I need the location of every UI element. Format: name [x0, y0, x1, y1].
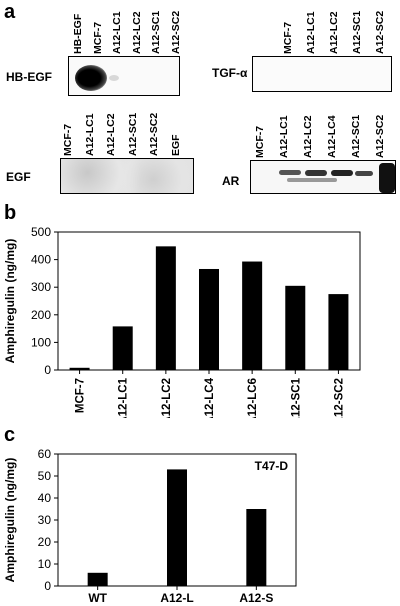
y-tick-label: 300 — [31, 280, 51, 294]
blot-tgfa — [252, 56, 392, 92]
blot-label-hbegf: HB-EGF — [6, 70, 52, 84]
blot-label-tgfa: TGF-α — [212, 66, 248, 80]
lane-label-ar-1: A12-LC1 — [278, 115, 290, 158]
band-hbegf-control — [75, 65, 107, 91]
bar-a12-lc2 — [155, 246, 176, 370]
lane-label-tgfa-4: A12-SC2 — [374, 10, 386, 54]
bar-a12-lc6 — [242, 261, 263, 370]
y-axis-label: Amphiregulin (ng/mg) — [3, 458, 17, 583]
band-ar-lc4 — [331, 170, 353, 176]
lane-label-hbegf-1: MCF-7 — [91, 21, 104, 54]
lane-label-tgfa-0: MCF-7 — [282, 21, 294, 54]
x-tick-label: A12-LC1 — [118, 377, 130, 418]
bar-a12-sc2 — [328, 294, 349, 370]
bar-a12-lc4 — [199, 268, 219, 370]
lane-label-ar-5: A12-SC2 — [374, 114, 386, 158]
lane-label-tgfa-1: A12-LC1 — [305, 11, 317, 54]
x-tick-label: A12-LC4 — [204, 377, 216, 418]
bar-a12-sc1 — [285, 285, 306, 370]
x-tick-label: MCF-7 — [75, 378, 87, 413]
y-tick-label: 50 — [38, 469, 52, 483]
x-tick-label: A12-LC6 — [247, 378, 259, 418]
y-tick-label: 60 — [38, 447, 52, 461]
lane-label-hbegf-2: A12-LC1 — [111, 11, 123, 54]
lane-label-egf-4: A12-SC2 — [148, 112, 160, 156]
lane-label-ar-3: A12-LC4 — [326, 115, 338, 158]
x-tick-label: A12-SC1 — [290, 377, 302, 418]
y-tick-label: 100 — [31, 335, 51, 349]
lane-label-egf-5: EGF — [169, 134, 182, 156]
panel-letter-b: b — [4, 202, 17, 224]
y-tick-label: 0 — [44, 363, 51, 377]
y-tick-label: 400 — [31, 253, 51, 267]
blot-hbegf — [68, 56, 180, 96]
y-tick-label: 30 — [38, 513, 52, 527]
x-tick-label: A12-SC2 — [333, 378, 345, 418]
y-tick-label: 0 — [44, 579, 51, 593]
x-tick-label: A12-L — [160, 591, 193, 605]
bar-mcf-7 — [69, 367, 90, 370]
blot-egf — [60, 158, 194, 194]
lane-label-ar-0: MCF-7 — [254, 125, 266, 158]
lane-label-ar-4: A12-SC1 — [350, 114, 362, 158]
band-ar-lc1 — [279, 170, 301, 175]
y-tick-label: 40 — [38, 491, 52, 505]
band-ar-sc1 — [355, 171, 373, 176]
x-tick-label: A12-LC2 — [161, 378, 173, 418]
band-ar-lower — [287, 178, 337, 182]
lane-label-egf-0: MCF-7 — [62, 123, 74, 156]
lane-label-hbegf-4: A12-SC1 — [150, 10, 162, 54]
band-hbegf-faint — [109, 75, 119, 81]
y-axis-label: Amphiregulin (ng/mg) — [3, 239, 17, 364]
chart-amphiregulin-lines: 0 100 200 300 400 500 Amphiregulin (ng/mg) MCF-… — [3, 225, 361, 418]
lane-label-ar-2: A12-LC2 — [302, 115, 314, 158]
blot-label-ar: AR — [222, 174, 240, 188]
bar-a12-lc1 — [112, 326, 133, 370]
panel-letter-c: c — [4, 424, 16, 446]
panel-letter-a: a — [4, 1, 16, 23]
y-tick-label: 500 — [31, 225, 51, 239]
y-tick-label: 200 — [31, 308, 51, 322]
blot-label-egf: EGF — [6, 170, 31, 184]
band-ar-sc2 — [379, 163, 395, 193]
lane-label-hbegf-5: A12-SC2 — [169, 10, 182, 54]
bar-wt — [87, 572, 108, 586]
band-ar-lc2 — [305, 170, 327, 176]
bar-a12-l — [167, 469, 187, 586]
chart-annotation: T47-D — [255, 459, 289, 473]
lane-label-hbegf-0: HB-EGF — [72, 13, 84, 54]
x-tick-label: A12-S — [239, 591, 273, 605]
y-tick-label: 10 — [38, 557, 52, 571]
lane-label-egf-2: A12-LC2 — [105, 113, 117, 156]
lane-label-tgfa-3: A12-SC1 — [351, 10, 363, 54]
x-tick-label: WT — [88, 591, 107, 605]
chart-amphiregulin-t47d: 0 10 20 30 40 50 60 Amphiregulin (ng/mg) WT A12-L… — [3, 447, 297, 605]
y-tick-label: 20 — [38, 535, 52, 549]
lane-label-hbegf-3: A12-LC2 — [130, 11, 143, 54]
lane-label-tgfa-2: A12-LC2 — [328, 11, 340, 54]
blot-ar — [250, 160, 396, 194]
lane-label-egf-1: A12-LC1 — [83, 113, 96, 156]
bar-a12-s — [246, 509, 267, 586]
lane-label-egf-3: A12-SC1 — [126, 112, 139, 156]
